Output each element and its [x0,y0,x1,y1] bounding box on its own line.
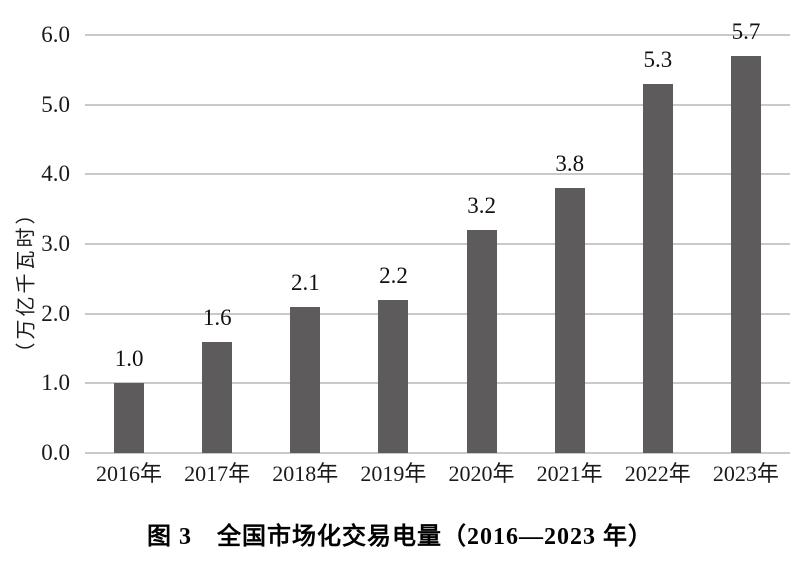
bar-value-label: 1.0 [114,346,144,372]
x-tick-label: 2016年 [96,461,163,486]
x-tick-label: 2023年 [712,461,779,486]
plot-area: 1.0 1.6 2.1 2.2 3.2 3.8 5.3 5.7 [85,19,790,454]
x-axis-tick-labels: 2016年 2017年 2018年 2019年 2020年 2021年 2022年 2023年 [85,459,790,491]
gridline [85,34,790,36]
bar-value-label: 3.8 [555,151,585,177]
y-tick-label: 5.0 [41,91,70,117]
bar [466,230,497,453]
x-tick-label: 2018年 [272,461,339,486]
bar-value-label: 3.2 [467,193,496,219]
y-axis-tick-labels: 0.0 1.0 2.0 3.0 4.0 5.0 6.0 [0,22,76,465]
bar [642,83,673,453]
bar [554,188,585,453]
y-tick-label: 0.0 [41,440,70,465]
bar [290,306,321,453]
y-tick-label: 4.0 [41,161,70,187]
bar [202,341,233,453]
y-tick-label: 2.0 [41,300,70,326]
x-tick-label: 2021年 [536,461,603,486]
bar [730,55,761,453]
bar [114,383,145,453]
bar-value-label: 5.3 [643,46,673,72]
x-tick-label: 2020年 [448,461,515,486]
gridline [85,312,790,315]
bar [378,299,409,453]
bar-value-label: 2.1 [290,269,320,295]
gridline [85,103,790,106]
gridline [85,243,790,245]
gridline [85,382,790,385]
gridline [85,452,790,454]
y-tick-label: 1.0 [41,370,70,396]
y-tick-label: 6.0 [41,22,70,47]
bar-value-label: 5.7 [731,18,761,44]
bar-value-label: 2.2 [379,262,408,288]
y-tick-label: 3.0 [41,231,70,256]
x-tick-label: 2017年 [184,461,251,486]
figure-caption: 图 3 全国市场化交易电量（2016—2023 年） [147,524,653,550]
x-tick-label: 2019年 [360,461,427,486]
gridline [85,173,790,176]
bar-value-label: 1.6 [202,304,232,330]
x-tick-label: 2022年 [624,461,691,486]
